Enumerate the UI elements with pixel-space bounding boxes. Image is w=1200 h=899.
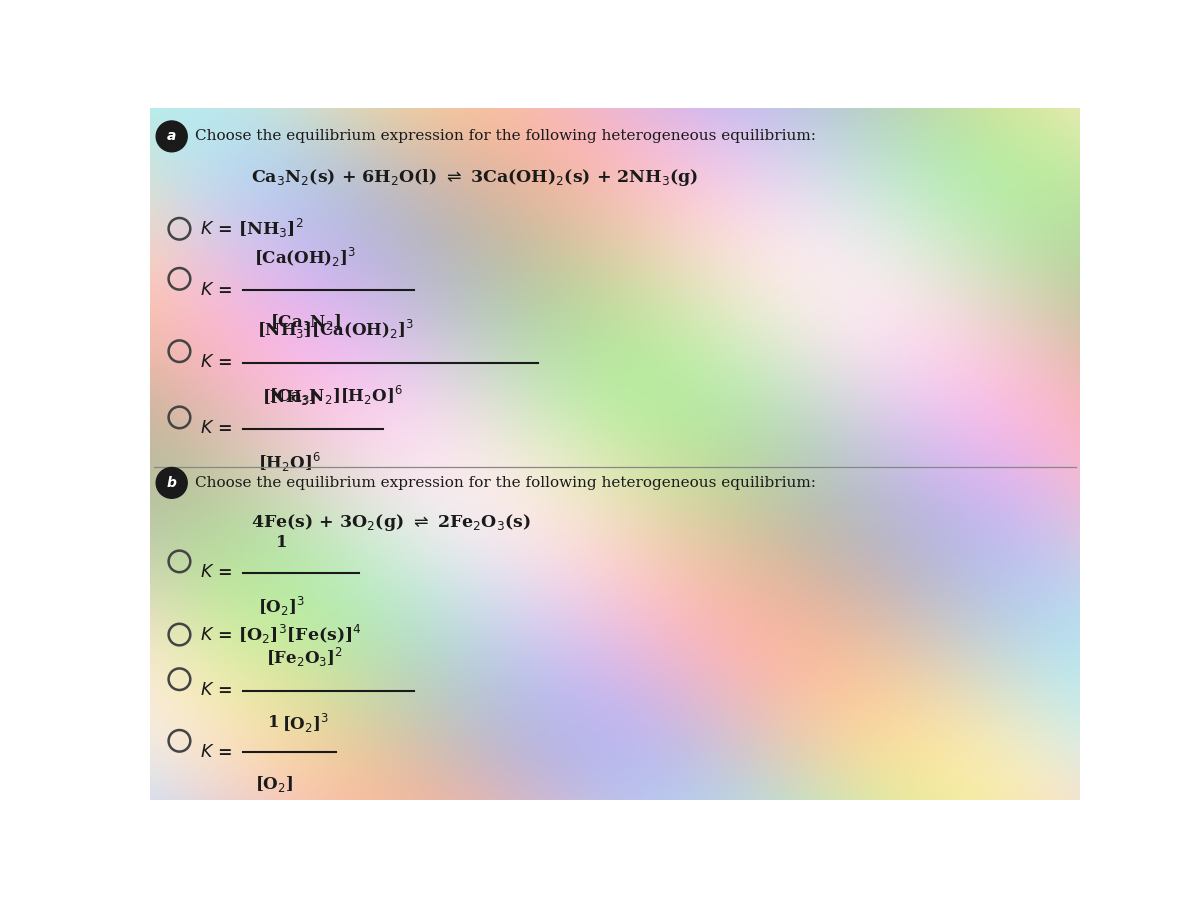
Circle shape	[156, 121, 187, 152]
Text: $K$ =: $K$ =	[200, 565, 233, 582]
Text: Ca$_3$N$_2$(s) + 6H$_2$O(l) $\rightleftharpoons$ 3Ca(OH)$_2$(s) + 2NH$_3$(g): Ca$_3$N$_2$(s) + 6H$_2$O(l) $\rightlefth…	[251, 167, 698, 189]
Text: $K$ =: $K$ =	[200, 682, 233, 699]
Text: $K$ =: $K$ =	[200, 354, 233, 371]
Text: 1: 1	[276, 534, 288, 551]
Text: $K$ =: $K$ =	[200, 743, 233, 761]
Text: 1: 1	[269, 714, 280, 731]
Text: [NH$_3$][Ca(OH)$_2$]$^3$: [NH$_3$][Ca(OH)$_2$]$^3$	[258, 318, 414, 342]
Text: [H$_2$O]$^6$: [H$_2$O]$^6$	[258, 450, 320, 474]
Text: [O$_2$]$^3$: [O$_2$]$^3$	[258, 594, 305, 618]
Text: [O$_2$]: [O$_2$]	[254, 774, 293, 794]
Text: [Ca(OH)$_2$]$^3$: [Ca(OH)$_2$]$^3$	[254, 245, 356, 269]
Text: $K$ = [O$_2$]$^3$[Fe(s)]$^4$: $K$ = [O$_2$]$^3$[Fe(s)]$^4$	[200, 623, 362, 646]
Text: [NH$_3$]: [NH$_3$]	[263, 387, 317, 407]
Text: $K$ =: $K$ =	[200, 282, 233, 298]
Text: [Ca$_3$N$_2$][H$_2$O]$^6$: [Ca$_3$N$_2$][H$_2$O]$^6$	[269, 384, 403, 407]
Text: Choose the equilibrium expression for the following heterogeneous equilibrium:: Choose the equilibrium expression for th…	[194, 476, 816, 490]
Text: $K$ =: $K$ =	[200, 421, 233, 438]
Text: b: b	[167, 476, 176, 490]
Text: [O$_2$]$^3$: [O$_2$]$^3$	[282, 712, 329, 735]
Text: $K$ = [NH$_3$]$^2$: $K$ = [NH$_3$]$^2$	[200, 218, 305, 240]
Circle shape	[156, 467, 187, 498]
Text: a: a	[167, 129, 176, 143]
Text: [Ca$_3$N$_2$]: [Ca$_3$N$_2$]	[270, 312, 341, 332]
Text: [Fe$_2$O$_3$]$^2$: [Fe$_2$O$_3$]$^2$	[266, 646, 343, 669]
Text: 4Fe(s) + 3O$_2$(g) $\rightleftharpoons$ 2Fe$_2$O$_3$(s): 4Fe(s) + 3O$_2$(g) $\rightleftharpoons$ …	[251, 512, 530, 533]
Text: Choose the equilibrium expression for the following heterogeneous equilibrium:: Choose the equilibrium expression for th…	[194, 129, 816, 143]
